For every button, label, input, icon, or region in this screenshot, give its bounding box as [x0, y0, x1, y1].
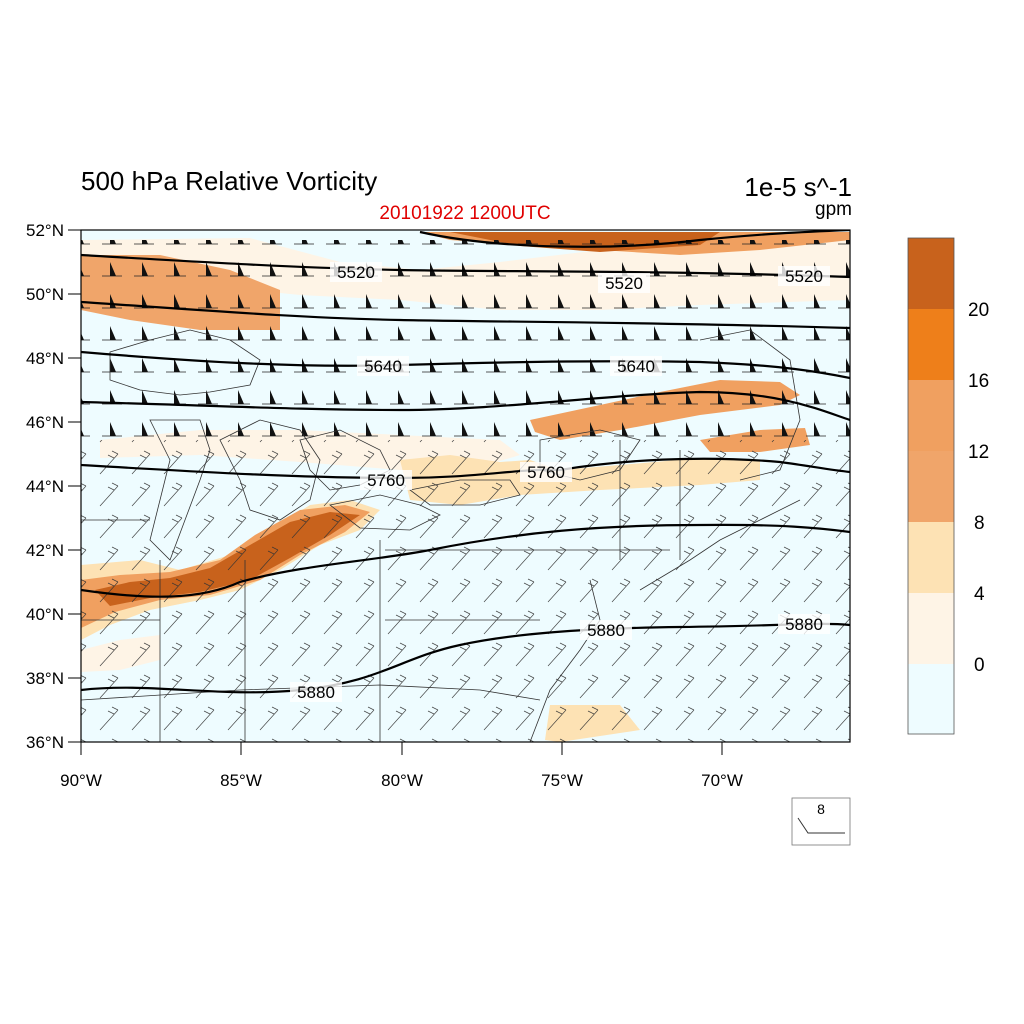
colorbar: 20 16 12 8 4 0 [907, 237, 989, 735]
colorbar-label-8: 8 [974, 513, 985, 534]
contour-label-5880-a: 5880 [297, 683, 335, 702]
latitude-axis: 52°N 50°N 48°N 46°N 44°N 42°N 40°N 38°N … [26, 221, 81, 752]
lat-tick-36: 36°N [26, 733, 64, 752]
contour-label-5760-b: 5760 [527, 463, 565, 482]
colorbar-swatch-4 [908, 522, 954, 593]
lat-tick-52: 52°N [26, 221, 64, 240]
colorbar-label-0: 0 [974, 655, 985, 676]
contour-units: gpm [815, 199, 852, 220]
map-subtitle-datetime: 20101922 1200UTC [379, 203, 550, 224]
lat-tick-44: 44°N [26, 477, 64, 496]
lon-tick-90w: 90°W [60, 771, 102, 790]
contour-label-5640-b: 5640 [617, 357, 655, 376]
reference-vector-box: 8 [791, 797, 851, 846]
lat-tick-38: 38°N [26, 669, 64, 688]
contour-label-5760-a: 5760 [367, 471, 405, 490]
colorbar-label-20: 20 [968, 300, 989, 321]
colorbar-swatch-3 [908, 451, 954, 522]
map-plot-area: 5520 5520 5520 5640 5640 5760 5760 5880 … [81, 230, 850, 742]
colorbar-swatch-5 [908, 593, 954, 664]
colorbar-swatch-2 [908, 380, 954, 451]
contour-label-5520-c: 5520 [785, 267, 823, 286]
lat-tick-40: 40°N [26, 605, 64, 624]
height-contours [81, 230, 850, 694]
lon-tick-75w: 75°W [541, 771, 583, 790]
lon-tick-85w: 85°W [220, 771, 262, 790]
reference-barb-icon [797, 817, 845, 834]
lat-tick-48: 48°N [26, 349, 64, 368]
contour-labels: 5520 5520 5520 5640 5640 5760 5760 5880 … [290, 262, 830, 702]
colorbar-label-16: 16 [968, 371, 989, 392]
map-title: 500 hPa Relative Vorticity [81, 166, 377, 196]
contour-label-5520-a: 5520 [337, 263, 375, 282]
contour-label-5880-c: 5880 [785, 615, 823, 634]
geographic-boundaries [81, 329, 801, 742]
colorbar-swatch-0 [908, 238, 954, 309]
contour-label-5880-b: 5880 [587, 621, 625, 640]
vorticity-units: 1e-5 s^-1 [744, 172, 852, 202]
lon-tick-70w: 70°W [701, 771, 743, 790]
reference-vector-label: 8 [817, 801, 825, 817]
colorbar-swatch-6 [908, 664, 954, 734]
lat-tick-46: 46°N [26, 413, 64, 432]
lat-tick-50: 50°N [26, 285, 64, 304]
lon-tick-80w: 80°W [381, 771, 423, 790]
longitude-axis: 90°W 85°W 80°W 75°W 70°W [60, 742, 743, 790]
contour-label-5520-b: 5520 [605, 274, 643, 293]
lat-tick-42: 42°N [26, 541, 64, 560]
colorbar-label-4: 4 [974, 584, 985, 605]
colorbar-swatch-1 [908, 309, 954, 380]
contour-label-5640-a: 5640 [364, 357, 402, 376]
colorbar-label-12: 12 [968, 442, 989, 463]
wind-barbs-south [81, 440, 850, 742]
